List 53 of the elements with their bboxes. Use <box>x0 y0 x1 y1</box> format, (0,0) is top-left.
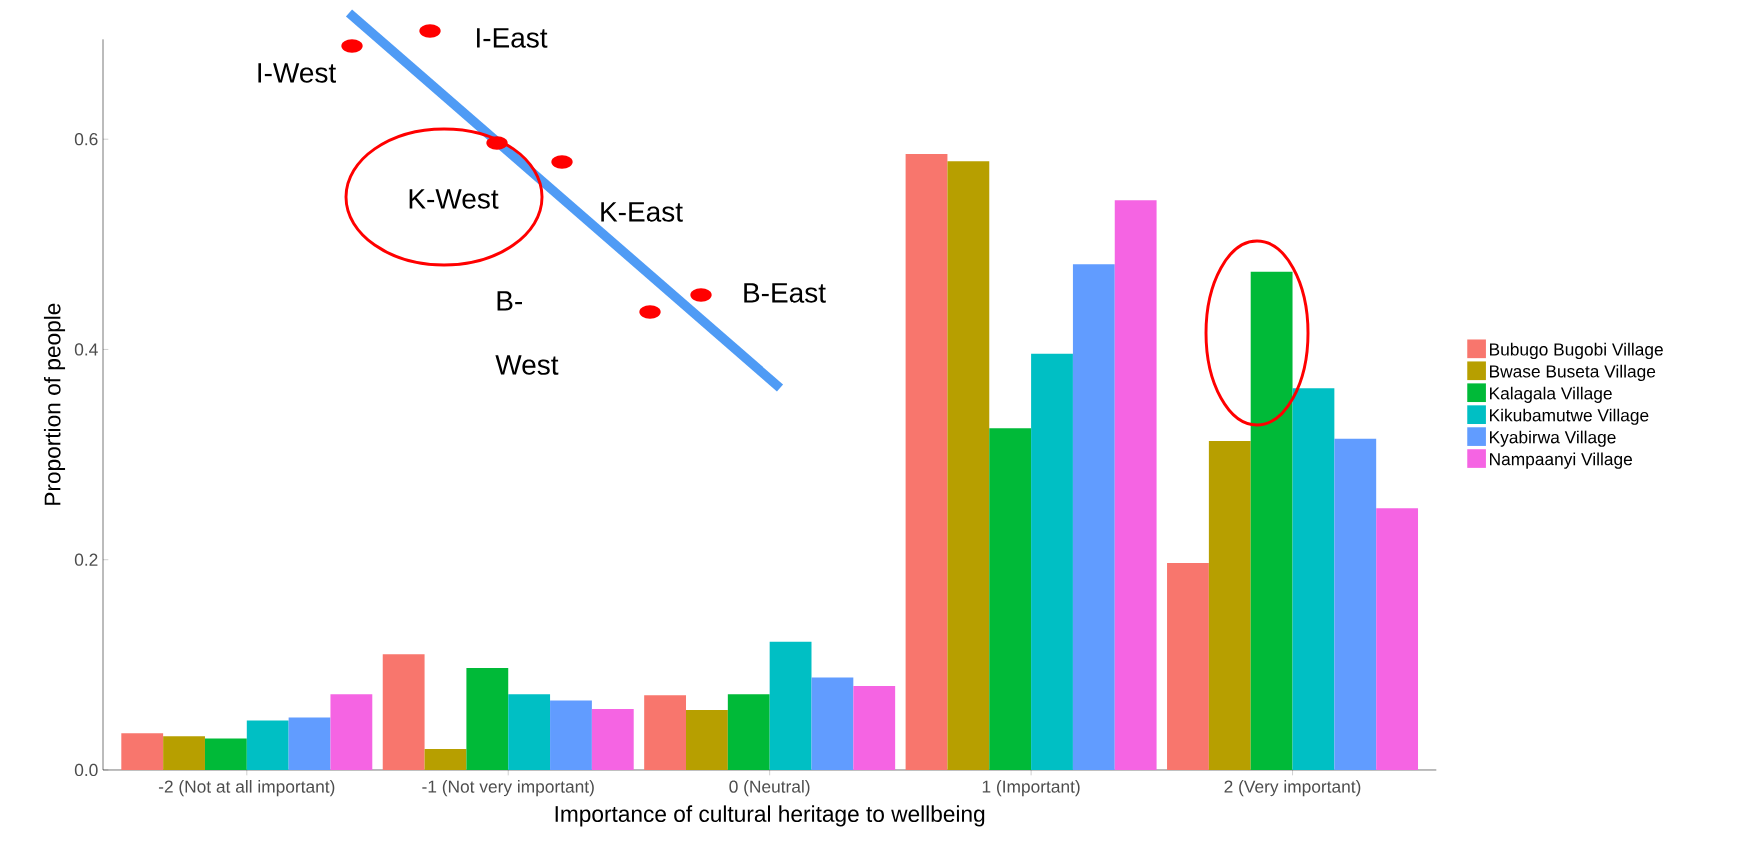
legend-label: Bwase Buseta Village <box>1490 364 1656 381</box>
bar <box>424 748 467 770</box>
bar <box>989 428 1032 770</box>
annotation: B-East <box>744 283 826 303</box>
bar <box>1072 264 1115 770</box>
bar <box>811 677 854 770</box>
bar <box>1167 562 1209 770</box>
bar <box>853 685 896 770</box>
x-tick-label: 1 (Important) <box>982 780 1080 797</box>
bar <box>1250 271 1293 770</box>
bar <box>508 694 551 770</box>
annotation: I-East <box>477 28 548 48</box>
bar <box>1292 388 1335 770</box>
x-tick-label: 0 (Neutral) <box>729 780 810 797</box>
bar <box>246 720 289 770</box>
bar <box>204 738 247 770</box>
bar <box>466 668 509 770</box>
y-tick-label: 0.2 <box>74 553 98 566</box>
bar <box>1334 438 1377 770</box>
x-tick-label: 2 (Very important) <box>1224 780 1361 797</box>
y-tick-label: 0.0 <box>74 763 98 777</box>
bar <box>1031 353 1073 770</box>
bar <box>591 709 634 770</box>
y-tick-label: 0.4 <box>74 343 98 356</box>
bar <box>644 695 687 770</box>
x-axis-title: Importance of cultural heritage to wellbeing <box>555 805 985 827</box>
bar <box>686 710 728 770</box>
bar <box>330 694 373 770</box>
bar <box>727 694 770 770</box>
bar <box>1114 200 1157 770</box>
bar <box>382 654 425 770</box>
legend-label: Nampaanyi Village <box>1490 452 1632 469</box>
x-tick-label: -2 (Not at all important) <box>158 780 335 797</box>
bar <box>1376 508 1419 770</box>
legend-label: Bubugo Bugobi Village <box>1490 342 1663 360</box>
annotation: I-West <box>258 63 336 83</box>
y-axis-title: Proportion of people <box>43 303 66 505</box>
text: B-West <box>495 291 559 375</box>
bar <box>1208 440 1251 770</box>
bar <box>947 161 990 770</box>
bar <box>550 700 592 770</box>
legend-label: Kikubamutwe Village <box>1490 408 1649 425</box>
annotation: K-West <box>409 189 499 209</box>
bar <box>163 736 205 770</box>
x-tick-label: -1 (Not very important) <box>422 780 594 797</box>
legend-label: Kyabirwa Village <box>1490 430 1616 447</box>
annotation: K-East <box>601 202 683 222</box>
bar <box>288 717 331 770</box>
bar <box>905 153 948 770</box>
bar <box>769 641 812 770</box>
bar <box>121 733 164 770</box>
legend-label: Kalagala Village <box>1490 386 1612 403</box>
y-tick-label: 0.6 <box>74 133 98 146</box>
